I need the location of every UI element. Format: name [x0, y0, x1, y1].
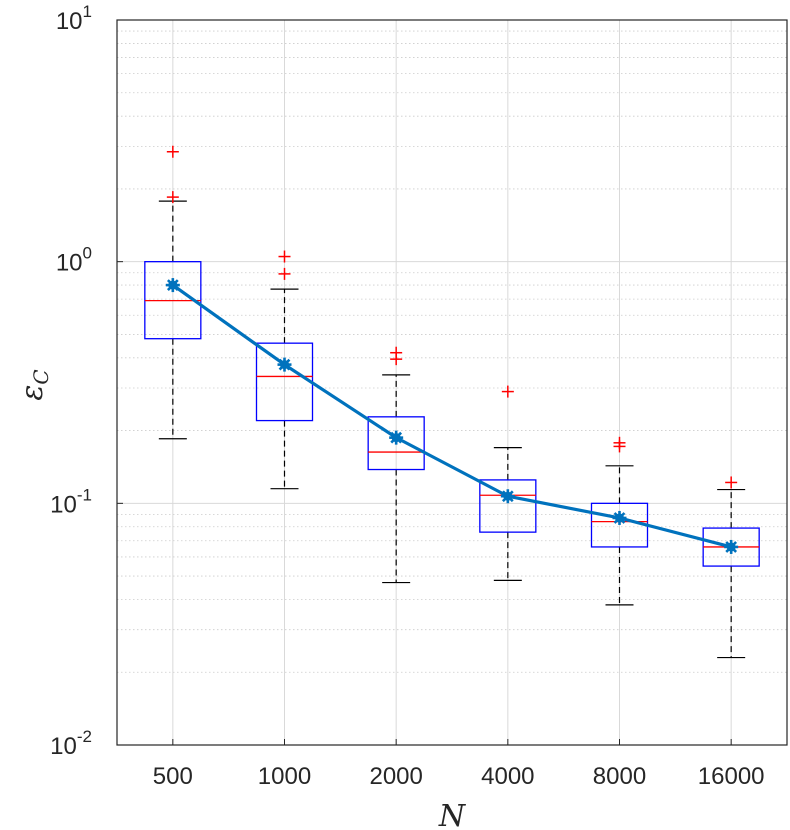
mean-point-spoke: [390, 431, 403, 444]
y-tick-label: 101: [56, 2, 92, 35]
outlier-marker: [166, 191, 179, 204]
plot-frame: [116, 19, 788, 746]
outlier-marker: [613, 440, 626, 453]
y-tick-exponent: -2: [77, 727, 92, 746]
box-2000: [367, 346, 425, 584]
x-tick-labels: 500 1000 2000 4000 8000 16000: [153, 739, 765, 790]
y-tick-exponent: 0: [83, 244, 92, 263]
box-4000: [479, 385, 537, 581]
plot-background: [117, 20, 787, 745]
mean-point-spoke: [278, 358, 291, 371]
mean-polyline: [171, 283, 732, 549]
x-tick-label: 1000: [258, 763, 311, 790]
mean-point: [500, 489, 515, 504]
x-tick-label: 4000: [481, 763, 534, 790]
mean-point: [612, 510, 627, 525]
outlier-marker: [166, 145, 179, 158]
outlier-marker: [725, 476, 738, 489]
y-tick-exponent: -1: [77, 485, 92, 504]
x-axis-label: N: [438, 799, 467, 830]
y-tick-label: 100: [56, 244, 92, 277]
y-axis-label-sub: C: [29, 369, 53, 384]
x-tick-label: 2000: [369, 763, 422, 790]
y-axis-label: εC: [15, 369, 53, 400]
box-body: [479, 479, 537, 533]
mean-line: [165, 278, 739, 554]
x-tick-label: 500: [153, 763, 193, 790]
outlier-marker: [278, 267, 291, 280]
mean-point-spoke: [613, 512, 626, 524]
x-tick-label: 16000: [698, 763, 765, 790]
outlier-marker: [390, 353, 403, 366]
x-tick-label: 8000: [593, 763, 646, 790]
box-plots: [144, 145, 760, 659]
y-tick-label: 10-1: [50, 485, 92, 518]
svg-text:εC: εC: [15, 369, 53, 400]
box-16000: [702, 476, 760, 659]
outlier-marker: [501, 385, 514, 398]
mean-point: [165, 278, 180, 293]
box-500: [144, 145, 202, 440]
outlier-marker: [278, 250, 291, 263]
box-body: [367, 416, 425, 471]
mean-point: [389, 430, 404, 445]
y-axis-label-main: ε: [15, 385, 50, 401]
mean-point-spoke: [725, 541, 738, 553]
mean-point-spoke: [166, 279, 179, 291]
mean-point-spoke: [501, 490, 514, 503]
y-tick-exponent: 1: [83, 2, 92, 21]
mean-point: [724, 539, 739, 554]
y-tick-label: 10-2: [50, 727, 92, 760]
mean-point: [277, 357, 292, 372]
